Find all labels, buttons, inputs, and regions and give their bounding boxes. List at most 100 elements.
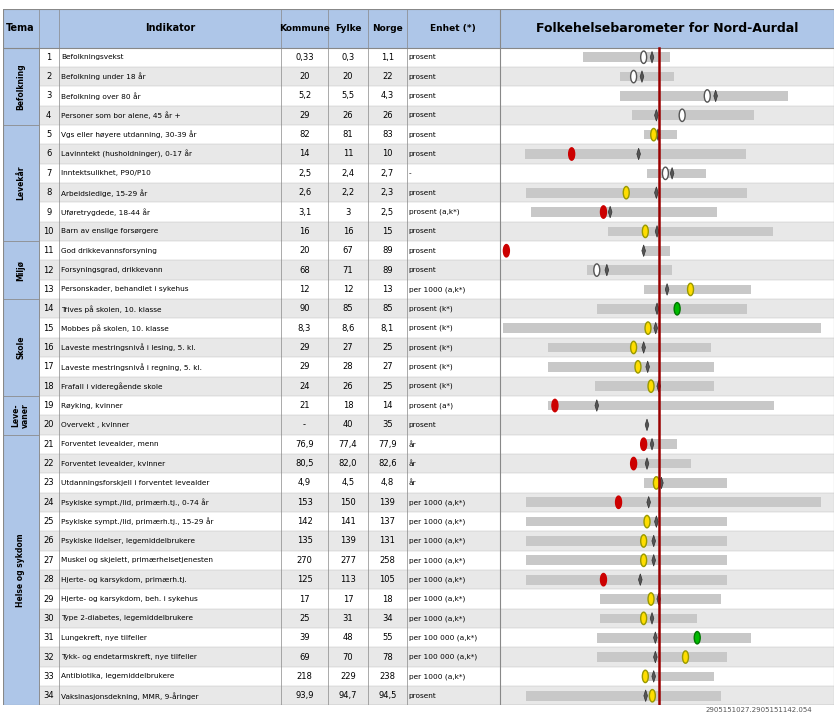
Text: -: - (303, 421, 306, 429)
Polygon shape (670, 168, 673, 179)
Polygon shape (594, 400, 598, 411)
Text: Psykiske lidelser, legemiddelbrukere: Psykiske lidelser, legemiddelbrukere (61, 538, 195, 544)
Text: 94,5: 94,5 (378, 691, 396, 700)
Bar (38, 261, 499, 280)
Text: 8,1: 8,1 (380, 323, 394, 333)
Bar (619, 91, 787, 101)
Text: 105: 105 (379, 575, 395, 584)
Text: 4,5: 4,5 (341, 478, 354, 488)
Text: Folkehelsebarometer for Nord-Aurdal: Folkehelsebarometer for Nord-Aurdal (535, 22, 798, 35)
Text: prosent: prosent (408, 422, 436, 428)
Text: 18: 18 (342, 401, 353, 410)
Text: Indikator: Indikator (145, 24, 195, 34)
Text: 277: 277 (339, 555, 355, 565)
Text: -: - (408, 171, 410, 176)
Bar (599, 613, 696, 623)
Text: Personer som bor alene, 45 år +: Personer som bor alene, 45 år + (61, 111, 181, 119)
Text: 12: 12 (43, 266, 54, 275)
Polygon shape (651, 536, 655, 547)
Text: 31: 31 (43, 633, 54, 642)
Bar (499, 183, 833, 202)
Text: 139: 139 (379, 498, 395, 507)
Text: prosent: prosent (408, 190, 436, 196)
Bar (499, 241, 833, 261)
Text: 3,1: 3,1 (298, 208, 311, 216)
Text: 28: 28 (43, 575, 54, 584)
Polygon shape (643, 690, 647, 702)
Bar (499, 435, 833, 454)
Text: prosent: prosent (408, 54, 436, 60)
Bar (499, 125, 833, 144)
Bar (526, 691, 720, 700)
Bar (643, 439, 676, 449)
Text: 12: 12 (343, 285, 353, 294)
Bar (499, 48, 833, 67)
Text: Lungekreft, nye tilfeller: Lungekreft, nye tilfeller (61, 635, 147, 640)
Bar (499, 86, 833, 106)
Bar (499, 531, 833, 550)
Polygon shape (640, 71, 643, 82)
Text: 39: 39 (299, 633, 309, 642)
Polygon shape (655, 226, 658, 237)
Text: Røyking, kvinner: Røyking, kvinner (61, 403, 123, 408)
Bar (594, 381, 713, 391)
Bar (38, 144, 499, 164)
Bar (548, 401, 773, 411)
Bar (499, 202, 833, 222)
Bar (499, 550, 833, 570)
Text: 24: 24 (43, 498, 54, 507)
Bar (38, 416, 499, 435)
Text: 13: 13 (43, 285, 54, 294)
Text: prosent (k*): prosent (k*) (408, 344, 452, 351)
Polygon shape (659, 477, 662, 488)
Bar (643, 285, 750, 294)
Text: 5: 5 (46, 130, 51, 139)
Circle shape (649, 690, 655, 702)
Text: Befolkning: Befolkning (16, 63, 25, 109)
Text: 2905151027.2905151142.054: 2905151027.2905151142.054 (705, 707, 811, 713)
Text: Vaksinasjonsdekning, MMR, 9-åringer: Vaksinasjonsdekning, MMR, 9-åringer (61, 692, 198, 700)
Text: prosent (a*): prosent (a*) (408, 402, 452, 409)
Circle shape (647, 380, 653, 393)
Polygon shape (650, 51, 653, 63)
Text: 77,4: 77,4 (339, 440, 357, 448)
Text: 0,3: 0,3 (341, 53, 354, 61)
Circle shape (640, 535, 646, 547)
Bar (643, 478, 726, 488)
Bar (548, 362, 713, 372)
Text: 2,5: 2,5 (298, 169, 311, 178)
Bar (38, 512, 499, 531)
Text: 23: 23 (43, 478, 54, 488)
Text: 71: 71 (342, 266, 353, 275)
Text: prosent: prosent (408, 112, 436, 119)
Polygon shape (656, 593, 660, 605)
Text: Lavinntekt (husholdninger), 0-17 år: Lavinntekt (husholdninger), 0-17 år (61, 150, 192, 158)
Polygon shape (653, 322, 657, 334)
Text: Befolkningsvekst: Befolkningsvekst (61, 54, 124, 60)
Text: 40: 40 (343, 421, 353, 429)
Text: 26: 26 (381, 111, 392, 120)
Text: 22: 22 (381, 72, 392, 81)
Text: per 1000 (a,k*): per 1000 (a,k*) (408, 286, 465, 293)
Text: 11: 11 (43, 246, 54, 255)
Text: Forsyningsgrad, drikkevann: Forsyningsgrad, drikkevann (61, 267, 163, 273)
Text: 5,5: 5,5 (341, 91, 354, 101)
Polygon shape (654, 187, 657, 198)
Bar (499, 164, 833, 183)
Polygon shape (651, 555, 655, 566)
Text: Frafall i videregående skole: Frafall i videregående skole (61, 382, 162, 390)
Text: 137: 137 (379, 517, 395, 526)
Circle shape (568, 148, 574, 160)
Circle shape (640, 438, 646, 451)
Text: 25: 25 (43, 517, 54, 526)
Text: 28: 28 (342, 362, 353, 371)
Text: 4,8: 4,8 (380, 478, 394, 488)
Text: Laveste mestringsnivå i lesing, 5. kl.: Laveste mestringsnivå i lesing, 5. kl. (61, 343, 196, 351)
Text: 25: 25 (381, 382, 392, 391)
Text: 8: 8 (46, 188, 51, 197)
Text: år: år (408, 441, 415, 448)
Text: 4,3: 4,3 (380, 91, 394, 101)
Text: Utdanningsforskjell i forventet levealder: Utdanningsforskjell i forventet levealde… (61, 480, 209, 486)
Circle shape (630, 341, 636, 353)
Text: Miljø: Miljø (16, 260, 25, 281)
